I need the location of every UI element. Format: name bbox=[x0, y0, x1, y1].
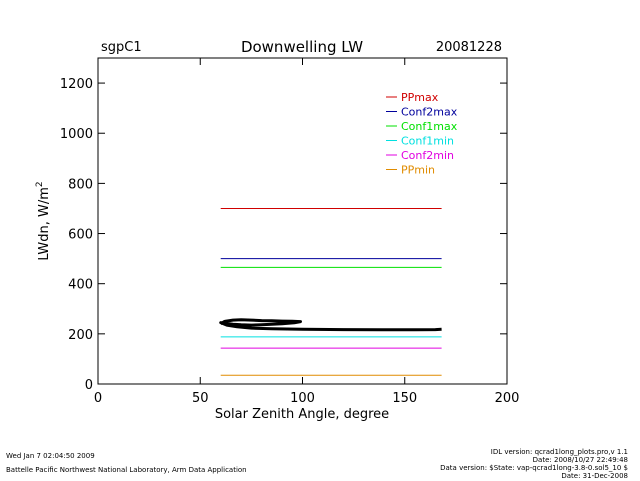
chart-title: Downwelling LW bbox=[241, 38, 363, 56]
x-tick-label: 0 bbox=[94, 391, 102, 406]
x-tick-label: 200 bbox=[495, 391, 520, 406]
site-label: sgpC1 bbox=[101, 40, 142, 55]
y-tick-label: 800 bbox=[68, 177, 93, 192]
legend-label: Conf1min bbox=[401, 135, 454, 148]
y-tick-label: 600 bbox=[68, 228, 93, 243]
y-tick-label: 400 bbox=[68, 278, 93, 293]
footer-data-version: Data version: $State: vap-qcrad1long-3.8… bbox=[440, 464, 628, 472]
footer-idl-version: IDL version: qcrad1long_plots.pro,v 1.1 bbox=[490, 448, 628, 456]
y-tick-label: 1000 bbox=[60, 127, 93, 142]
y-tick-label: 0 bbox=[85, 378, 93, 393]
footer-data-date: Date: 31-Dec-2008 bbox=[561, 472, 628, 480]
x-axis-label: Solar Zenith Angle, degree bbox=[215, 407, 389, 422]
footer-institution: Battelle Pacific Northwest National Labo… bbox=[6, 466, 247, 474]
observed-lwdn-line bbox=[219, 318, 442, 332]
legend-label: PPmin bbox=[401, 164, 435, 177]
legend-label: Conf2max bbox=[401, 106, 458, 119]
y-axis-label: LWdn, W/m2 bbox=[35, 181, 52, 260]
legend-label: Conf2min bbox=[401, 149, 454, 162]
x-tick-label: 150 bbox=[392, 391, 417, 406]
y-tick-label: 1200 bbox=[60, 77, 93, 92]
date-label: 20081228 bbox=[436, 40, 502, 55]
axes: 0 50 100 150 200 0 200 400 600 800 1000 1200 bbox=[60, 58, 520, 406]
legend-label: Conf1max bbox=[401, 120, 458, 133]
series-lines bbox=[220, 208, 442, 376]
footer-idl-date: Date: 2008/10/27 22:49:48 bbox=[532, 456, 628, 464]
observed-data bbox=[219, 318, 442, 332]
legend-label: PPmax bbox=[401, 91, 439, 104]
footer-timestamp: Wed Jan 7 02:04:50 2009 bbox=[6, 452, 95, 460]
x-tick-label: 100 bbox=[290, 391, 315, 406]
y-axis-label-main: LWdn, W/m bbox=[37, 187, 52, 261]
y-axis-label-superscript: 2 bbox=[35, 181, 45, 187]
x-tick-label: 50 bbox=[192, 391, 209, 406]
y-tick-label: 200 bbox=[68, 328, 93, 343]
